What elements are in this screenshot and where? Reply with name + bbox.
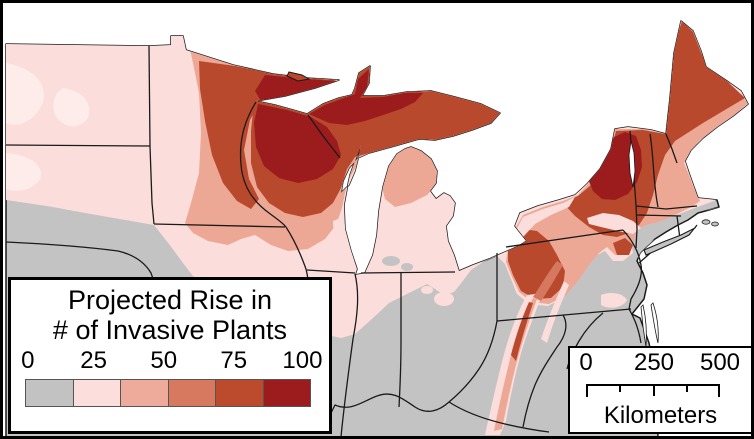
zone-appalachian-salmon	[494, 298, 537, 431]
zone-brick-catskills	[613, 238, 633, 255]
scale-bar-labels: 0 250 500	[570, 348, 751, 378]
lake-champlain	[628, 140, 636, 188]
legend-swatch-4	[168, 380, 216, 406]
zone-pink-mohawk	[587, 213, 641, 234]
patch-pink-ohio-1	[434, 292, 454, 306]
legend-tick-100: 100	[282, 347, 323, 374]
legend-tick-25: 25	[80, 347, 107, 374]
zone-dark-up-west	[309, 69, 423, 125]
scale-label-250: 250	[633, 349, 675, 376]
border-sd-mn	[149, 145, 155, 225]
border-mn-ia	[153, 223, 286, 228]
isle-royale	[286, 71, 311, 82]
border-wi-up	[307, 114, 341, 159]
zone-dark-adirondacks	[588, 132, 642, 200]
border-mi-in-oh	[360, 271, 456, 274]
island-nantucket	[711, 221, 719, 227]
border-ky-va	[448, 401, 550, 433]
border-in-oh	[398, 272, 402, 408]
border-wv-va	[522, 314, 567, 428]
zone-pale-nd-2	[53, 88, 90, 127]
border-ohio-river	[328, 320, 498, 418]
border-de-md	[628, 308, 642, 344]
scale-label-0: 0	[579, 349, 593, 376]
scale-bar: 0 250 500 Kilometers	[568, 346, 751, 434]
legend-swatch-5	[216, 380, 264, 406]
legend-tick-50: 50	[150, 347, 178, 374]
border-mn-wi	[239, 101, 287, 228]
water-and-islands	[286, 71, 719, 348]
legend-tick-labels: 0 25 50 75 100	[21, 347, 322, 376]
border-nh-me	[665, 133, 678, 164]
long-island	[643, 224, 698, 256]
zone-salmon-michigan	[381, 147, 437, 207]
zone-appalachian-core	[511, 302, 533, 361]
border-ny-east	[635, 204, 638, 249]
zone-dark-northwisconsin	[254, 104, 341, 183]
border-il-in	[340, 273, 359, 436]
zone-pink-ontario-shore	[509, 197, 575, 247]
scale-bar-ticks	[586, 384, 720, 397]
legend-color-ramp	[25, 379, 311, 407]
chesapeake-bay-east	[650, 302, 659, 344]
island-marthas-vineyard	[701, 219, 711, 225]
border-vt-nh	[649, 133, 659, 208]
border-pa-nj-delaware	[622, 229, 643, 310]
scale-unit-label: Kilometers	[603, 402, 718, 429]
legend-title-line1: Projected Rise in	[67, 285, 273, 315]
legend-title: Projected Rise in # of Invasive Plants	[11, 285, 329, 345]
zone-pink-se-wisconsin	[333, 217, 356, 271]
zone-appalachian-east-streak	[541, 281, 569, 343]
patch-gray-s-michigan-2	[401, 263, 413, 271]
patch-pink-ohio-2	[421, 286, 433, 294]
legend-title-line2: # of Invasive Plants	[52, 315, 288, 345]
zone-brick-minnesota	[199, 61, 336, 209]
zone-pale-nd-1	[6, 63, 44, 125]
border-ma-ct-ri	[636, 214, 682, 217]
legend: Projected Rise in # of Invasive Plants 0…	[8, 277, 332, 434]
border-vt-ma-nh-ma	[635, 205, 698, 210]
legend-swatch-6	[263, 380, 310, 406]
legend-tick-75: 75	[220, 347, 248, 374]
border-nd-mn	[148, 45, 151, 147]
scale-label-500: 500	[699, 349, 741, 376]
border-wi-il	[306, 269, 356, 274]
patch-gray-s-michigan-1	[382, 256, 400, 266]
legend-swatch-1	[26, 380, 74, 406]
zone-dark-arrowhead	[255, 75, 337, 101]
zone-appalachian-ne	[533, 261, 563, 301]
legend-tick-0: 0	[21, 347, 35, 374]
border-nd-sd	[5, 144, 151, 147]
border-pa-ny	[505, 229, 624, 248]
legend-swatch-2	[73, 380, 121, 406]
zone-pale-sd	[6, 153, 42, 191]
legend-swatch-3	[121, 380, 169, 406]
zone-pink-se-pa	[601, 292, 627, 308]
border-pa-south	[496, 308, 632, 322]
